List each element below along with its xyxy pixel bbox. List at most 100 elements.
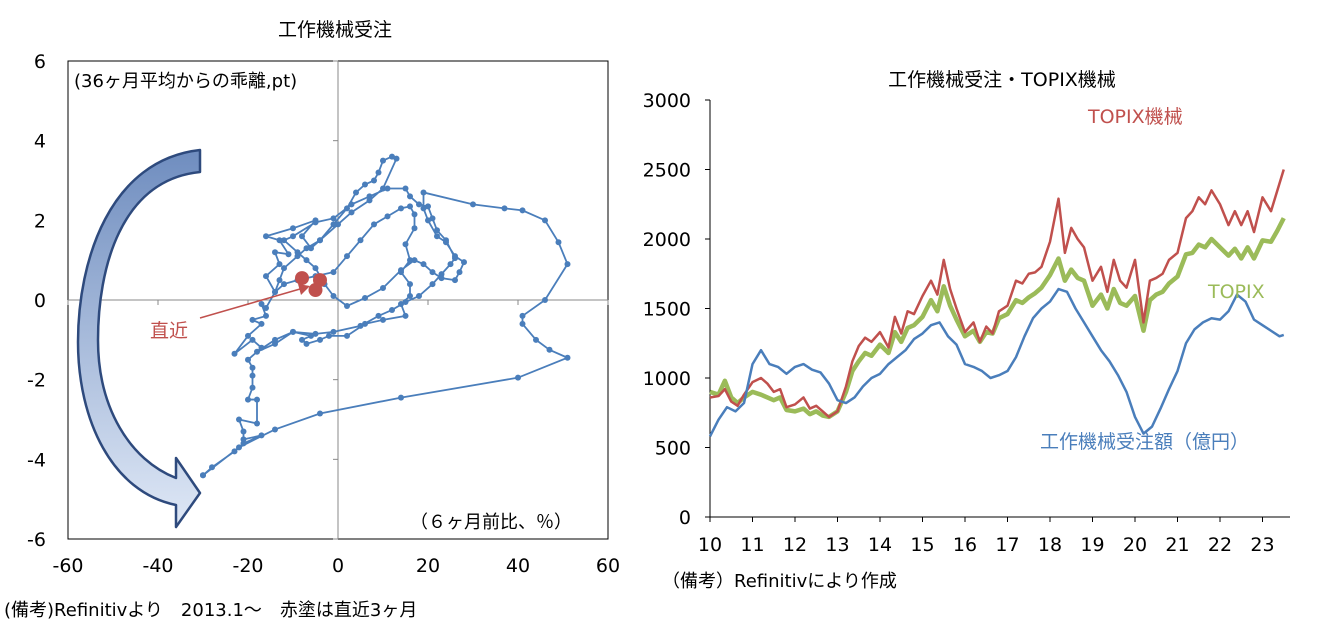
left-data-point (357, 322, 364, 329)
left-data-point (317, 410, 323, 417)
left-data-point (348, 209, 355, 216)
left-data-point (290, 233, 296, 240)
latest-annotation-arrowhead-icon (298, 284, 310, 295)
right-series-layer (708, 169, 1286, 437)
right-x-tick-label: 22 (1208, 534, 1232, 556)
left-data-point (317, 237, 323, 244)
legend-topix: TOPIX (1207, 281, 1265, 303)
left-x-tick-label: 60 (596, 555, 620, 577)
left-data-point (501, 205, 508, 212)
left-data-point (231, 350, 238, 357)
left-data-point (434, 227, 440, 234)
left-footnote: (備考)Refinitivより 2013.1～ 赤塗は直近3ヶ月 (4, 600, 418, 621)
left-data-point (542, 217, 548, 224)
left-data-point (357, 237, 364, 244)
left-data-point (290, 225, 296, 232)
left-data-point (240, 436, 247, 443)
left-data-point (384, 213, 391, 220)
left-data-point (407, 257, 413, 264)
left-data-point (285, 251, 292, 258)
right-y-tick-label: 500 (655, 438, 691, 460)
right-x-tick-label: 15 (910, 534, 934, 556)
right-series-line-0 (709, 169, 1285, 419)
left-data-point (402, 312, 409, 319)
left-data-point (263, 273, 269, 280)
left-data-point (398, 205, 404, 212)
right-x-tick-label: 13 (825, 534, 849, 556)
left-x-tick-label: 20 (416, 555, 440, 577)
left-data-point (258, 300, 265, 307)
left-data-point (258, 432, 265, 439)
left-data-point (245, 356, 251, 363)
left-y-tick-label: -2 (27, 370, 46, 392)
left-data-point (263, 312, 269, 319)
left-data-point (245, 332, 251, 339)
left-data-point (249, 316, 256, 323)
left-data-point (362, 320, 368, 327)
left-data-point (447, 261, 454, 268)
left-data-point (398, 267, 404, 274)
left-data-point (434, 233, 440, 240)
left-data-point (407, 193, 413, 200)
left-data-point (344, 253, 350, 260)
left-data-point (389, 306, 395, 313)
left-data-point (402, 298, 409, 305)
left-data-point (303, 245, 310, 252)
left-data-point (443, 239, 449, 246)
left-data-point (411, 225, 418, 232)
left-data-point (407, 203, 413, 210)
left-data-point (416, 293, 422, 300)
left-data-point (438, 275, 445, 282)
left-data-point (429, 215, 436, 222)
left-data-point (290, 328, 296, 335)
left-y-unit-note: (36ヶ月平均からの乖離,pt) (74, 71, 297, 92)
left-data-point (425, 217, 431, 224)
left-recent-point (308, 283, 323, 298)
left-data-point (231, 448, 238, 455)
left-data-point (564, 354, 571, 361)
left-data-point (416, 201, 422, 208)
left-data-point (380, 316, 386, 323)
left-data-point (429, 281, 436, 288)
left-data-point (411, 257, 418, 264)
left-data-point (245, 396, 251, 403)
left-data-point (299, 336, 305, 343)
right-y-tick-label: 1000 (643, 368, 691, 390)
left-data-point (263, 304, 269, 311)
left-data-point (348, 201, 355, 208)
left-series-layer (200, 153, 571, 479)
right-x-tick-label: 18 (1038, 534, 1062, 556)
left-data-point (389, 153, 395, 160)
left-data-point (366, 193, 373, 200)
left-data-point (371, 177, 377, 184)
left-data-point (371, 221, 377, 228)
left-data-point (546, 346, 553, 353)
left-data-point (308, 332, 314, 339)
left-data-point (380, 185, 386, 192)
left-data-point (254, 348, 260, 355)
legend-machine-tool-orders: 工作機械受注額（億円） (1040, 431, 1249, 453)
left-data-point (276, 237, 283, 244)
left-data-point (330, 215, 337, 222)
left-data-point (375, 169, 382, 176)
left-data-point (249, 364, 256, 371)
left-data-point (317, 336, 323, 343)
left-data-point (398, 300, 404, 307)
right-x-tick-label: 23 (1250, 534, 1274, 556)
left-data-point (249, 372, 256, 379)
left-x-tick-label: -40 (142, 555, 173, 577)
left-data-point (240, 428, 247, 435)
left-y-tick-label: 0 (34, 290, 46, 312)
left-data-point (249, 384, 256, 391)
right-x-tick-label: 17 (995, 534, 1019, 556)
left-recent-point (295, 271, 309, 286)
right-x-tick-label: 19 (1080, 534, 1104, 556)
left-data-point (308, 245, 314, 252)
left-data-point (258, 344, 265, 351)
left-data-point (303, 340, 310, 347)
left-data-point (420, 205, 427, 212)
left-data-point (380, 157, 386, 164)
